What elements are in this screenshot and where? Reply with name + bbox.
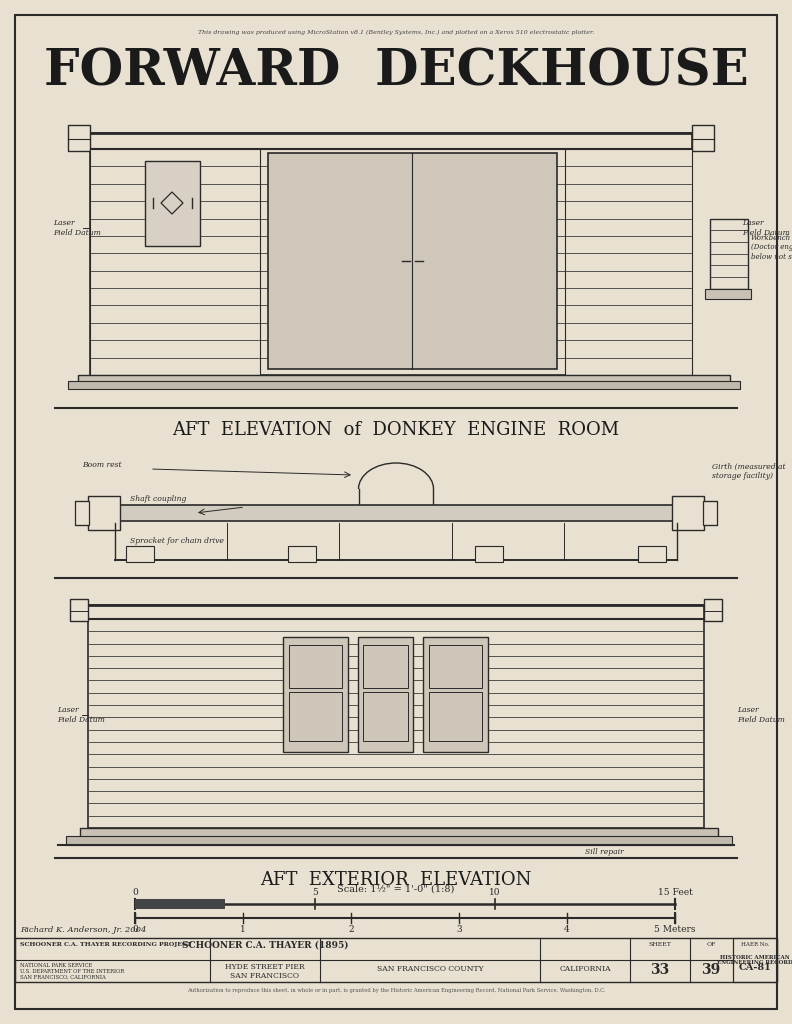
Text: SCHOONER C.A. THAYER RECORDING PROJECT: SCHOONER C.A. THAYER RECORDING PROJECT — [20, 942, 192, 947]
Bar — [692, 125, 714, 151]
Text: Richard K. Anderson, Jr. 2004: Richard K. Anderson, Jr. 2004 — [20, 926, 147, 934]
Text: AFT  ELEVATION  of  DONKEY  ENGINE  ROOM: AFT ELEVATION of DONKEY ENGINE ROOM — [173, 421, 619, 439]
Text: CA-81: CA-81 — [739, 963, 771, 972]
Text: 2: 2 — [348, 925, 354, 934]
Text: Boom rest: Boom rest — [82, 461, 122, 469]
Text: This drawing was produced using MicroStation v8.1 (Bentley Systems, Inc.) and pl: This drawing was produced using MicroSta… — [198, 30, 594, 35]
Text: 5 Meters: 5 Meters — [654, 925, 695, 934]
Text: 3: 3 — [456, 925, 462, 934]
Text: FORWARD  DECKHOUSE: FORWARD DECKHOUSE — [44, 47, 748, 96]
Text: 0: 0 — [132, 925, 138, 934]
Bar — [88, 605, 704, 828]
Bar — [66, 836, 732, 845]
Text: 15 Feet: 15 Feet — [657, 888, 692, 897]
Text: 10: 10 — [489, 888, 501, 897]
Bar — [135, 899, 225, 909]
Bar — [358, 637, 413, 752]
Bar — [475, 546, 503, 562]
Text: HAER No.: HAER No. — [741, 942, 769, 947]
Bar — [15, 938, 777, 982]
Bar — [289, 645, 342, 688]
Bar — [75, 501, 89, 525]
Text: SAN FRANCISCO: SAN FRANCISCO — [230, 972, 299, 980]
Text: CALIFORNIA: CALIFORNIA — [559, 965, 611, 973]
Text: Scale: 1½" = 1'-0" (1:8): Scale: 1½" = 1'-0" (1:8) — [337, 885, 455, 894]
Bar — [90, 133, 692, 375]
Bar — [672, 496, 704, 530]
Bar — [705, 289, 751, 299]
Bar — [80, 828, 718, 840]
Bar — [733, 938, 777, 982]
Bar — [288, 546, 316, 562]
Bar — [283, 637, 348, 752]
Bar — [429, 645, 482, 688]
Bar — [90, 150, 260, 375]
Text: 1: 1 — [240, 925, 246, 934]
Text: SHEET: SHEET — [649, 942, 672, 947]
Text: NATIONAL PARK SERVICE
U.S. DEPARTMENT OF THE INTERIOR
SAN FRANCISCO, CALIFORNIA: NATIONAL PARK SERVICE U.S. DEPARTMENT OF… — [20, 963, 124, 980]
Bar — [88, 496, 120, 530]
Bar — [363, 692, 408, 741]
Bar — [115, 505, 677, 521]
Text: 33: 33 — [650, 963, 669, 977]
Bar — [68, 381, 740, 389]
Bar — [423, 637, 488, 752]
Bar — [78, 375, 730, 385]
Bar — [126, 546, 154, 562]
Text: Shaft coupling: Shaft coupling — [130, 495, 186, 503]
Text: Laser
Field Datum: Laser Field Datum — [57, 707, 105, 724]
Text: OF: OF — [706, 942, 716, 947]
Bar — [565, 150, 692, 375]
Text: Authorization to reproduce this sheet, in whole or in part, is granted by the Hi: Authorization to reproduce this sheet, i… — [187, 988, 605, 993]
Bar — [68, 125, 90, 151]
Text: Laser
Field Datum: Laser Field Datum — [737, 707, 785, 724]
Bar — [704, 599, 722, 621]
Text: Laser
Field Datum: Laser Field Datum — [742, 219, 790, 237]
Bar — [145, 161, 200, 246]
Text: Workbench
(Doctor engine
below not shown): Workbench (Doctor engine below not shown… — [751, 234, 792, 260]
Bar — [289, 692, 342, 741]
Text: 4: 4 — [564, 925, 570, 934]
Bar — [363, 645, 408, 688]
Text: HYDE STREET PIER: HYDE STREET PIER — [225, 963, 305, 971]
Text: Sprocket for chain drive: Sprocket for chain drive — [130, 537, 224, 545]
Bar — [70, 599, 88, 621]
Text: AFT  EXTERIOR  ELEVATION: AFT EXTERIOR ELEVATION — [261, 871, 531, 889]
Bar — [703, 501, 717, 525]
Bar — [268, 153, 557, 369]
Bar — [638, 546, 666, 562]
Text: 0: 0 — [132, 888, 138, 897]
Text: Sill repair: Sill repair — [584, 848, 623, 856]
Text: 39: 39 — [702, 963, 721, 977]
Bar — [710, 219, 748, 289]
Text: Laser
Field Datum: Laser Field Datum — [53, 219, 101, 237]
Text: SCHOONER C.A. THAYER (1895): SCHOONER C.A. THAYER (1895) — [181, 941, 348, 950]
Text: Girth (measured at
storage facility): Girth (measured at storage facility) — [712, 463, 786, 479]
Text: 5: 5 — [312, 888, 318, 897]
Bar — [429, 692, 482, 741]
Text: SAN FRANCISCO COUNTY: SAN FRANCISCO COUNTY — [377, 965, 483, 973]
Text: HISTORIC AMERICAN
ENGINEERING RECORD: HISTORIC AMERICAN ENGINEERING RECORD — [717, 954, 792, 966]
